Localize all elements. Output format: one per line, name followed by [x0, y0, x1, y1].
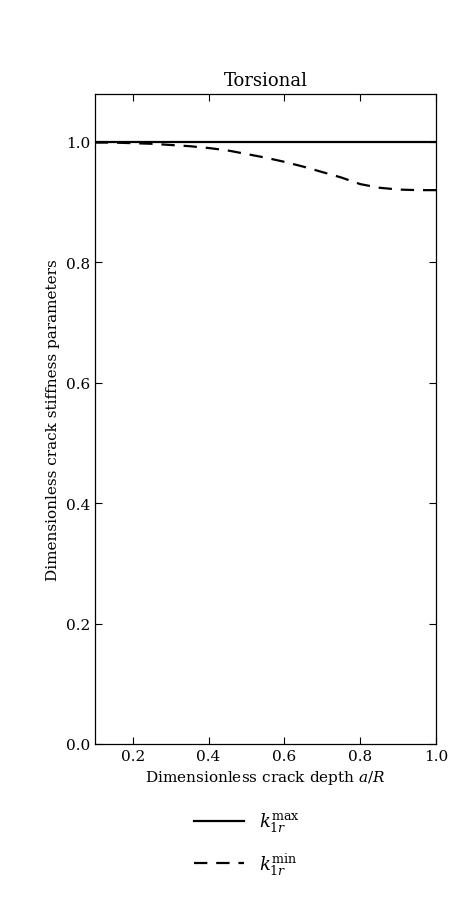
Y-axis label: Dimensionless crack stiffness parameters: Dimensionless crack stiffness parameters — [46, 259, 60, 580]
Legend: $k_{1r}^{\mathrm{max}}$, $k_{1r}^{\mathrm{min}}$: $k_{1r}^{\mathrm{max}}$, $k_{1r}^{\mathr… — [186, 804, 307, 884]
Title: Torsional: Torsional — [223, 72, 308, 90]
X-axis label: Dimensionless crack depth $a/R$: Dimensionless crack depth $a/R$ — [145, 769, 386, 787]
